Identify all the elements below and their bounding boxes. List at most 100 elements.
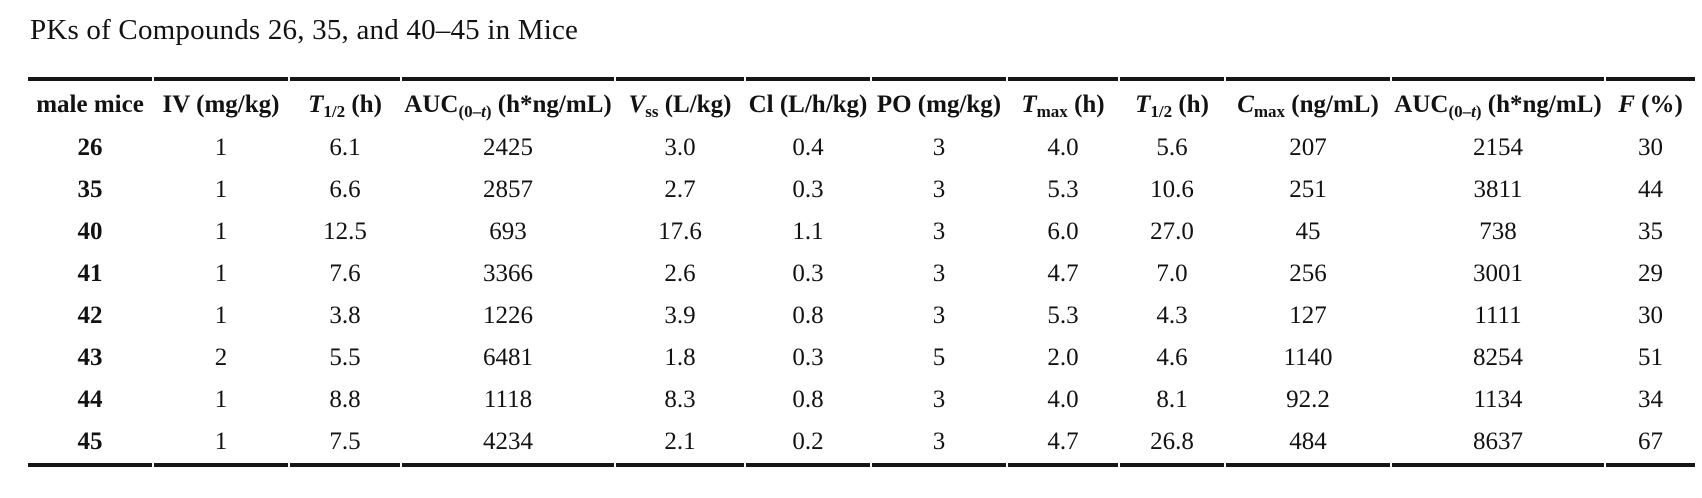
value-cell: 3	[932, 134, 946, 161]
header-text-segment: (h*ng/mL)	[491, 91, 612, 118]
header-text-segment: ss	[645, 101, 659, 121]
value-cell: 127	[1289, 302, 1327, 329]
value-cell: 0.4	[792, 134, 824, 161]
column-header-iv-dose: IV (mg/kg)	[154, 77, 288, 127]
header-text-segment: (h)	[1172, 91, 1209, 118]
value-cell: 693	[489, 218, 527, 245]
value-cell: 8.8	[329, 386, 361, 413]
table-row-45: 45 1 7.5 4234 2.1 0.2 3 4.7 26.8 484 8637 67	[28, 421, 1695, 467]
column-header-auc-po: AUC(0–t) (h*ng/mL)	[1392, 77, 1604, 127]
value-cell: 2	[214, 344, 228, 371]
value-cell: 29	[1638, 260, 1663, 287]
value-cell: 1118	[483, 386, 533, 413]
value-cell: 12.5	[323, 218, 367, 245]
header-text-segment: )	[1475, 101, 1482, 121]
value-cell: 6.6	[329, 176, 361, 203]
value-cell: 4.0	[1047, 134, 1079, 161]
value-cell: 5	[932, 344, 946, 371]
header-text-segment: (L/kg)	[658, 91, 732, 118]
value-cell: 8.3	[664, 386, 696, 413]
value-cell: 27.0	[1150, 218, 1194, 245]
header-text-segment: IV (mg/kg)	[162, 91, 280, 118]
value-cell: 44	[1638, 176, 1663, 203]
header-text-segment: C	[1237, 91, 1254, 118]
value-cell: 4.0	[1047, 386, 1079, 413]
header-text-segment: (ng/mL)	[1285, 91, 1379, 118]
value-cell: 1	[154, 421, 288, 467]
table-row-43: 43 2 5.5 6481 1.8 0.3 5 2.0 4.6 1140 8254 51	[28, 337, 1695, 379]
value-cell: 3.9	[664, 302, 696, 329]
header-text-segment: t	[481, 101, 486, 121]
value-cell: 51	[1638, 344, 1663, 371]
column-header-tmax: Tmax (h)	[1008, 77, 1118, 127]
value-cell: 30	[1638, 134, 1663, 161]
value-cell: 3811	[1473, 176, 1523, 203]
value-cell: 6481	[483, 344, 533, 371]
value-cell: 6.0	[1047, 218, 1079, 245]
column-header-t-half-po: T1/2 (h)	[1120, 77, 1224, 127]
value-cell: 1.1	[792, 218, 824, 245]
header-text-segment: 1/2	[323, 101, 346, 121]
compound-id: 41	[77, 260, 103, 287]
header-text-segment: F	[1618, 91, 1635, 118]
table-row-35: 35 1 6.6 2857 2.7 0.3 3 5.3 10.6 251 3811 44	[28, 169, 1695, 211]
value-cell: 1140	[1283, 344, 1333, 371]
value-cell: 4234	[402, 421, 614, 467]
column-header-male-mice: male mice	[28, 77, 152, 127]
value-cell: 3	[932, 260, 946, 287]
value-cell: 3	[932, 386, 946, 413]
header-text-segment: PO (mg/kg)	[876, 91, 1002, 118]
value-cell: 30	[1638, 302, 1663, 329]
value-cell: 1	[214, 218, 228, 245]
value-cell: 0.2	[746, 421, 870, 467]
compound-id: 35	[77, 176, 103, 203]
value-cell: 1226	[483, 302, 533, 329]
value-cell: 7.5	[290, 421, 400, 467]
column-header-f-percent: F (%)	[1606, 77, 1695, 127]
column-header-t-half-iv: T1/2 (h)	[290, 77, 400, 127]
value-cell: 7.6	[329, 260, 361, 287]
value-cell: 4.7	[1008, 421, 1118, 467]
header-text-segment: T	[308, 91, 324, 118]
value-cell: 1.8	[664, 344, 696, 371]
value-cell: 1	[214, 302, 228, 329]
compound-id: 26	[77, 134, 103, 161]
header-text-segment: T	[1135, 91, 1151, 118]
value-cell: 0.3	[792, 176, 824, 203]
header-text-segment: Cl (L/h/kg)	[748, 91, 868, 118]
table-row-40: 40 1 12.5 693 17.6 1.1 3 6.0 27.0 45 738 35	[28, 211, 1695, 253]
compound-id: 40	[77, 218, 103, 245]
value-cell: 10.6	[1150, 176, 1194, 203]
value-cell: 8254	[1473, 344, 1523, 371]
value-cell: 17.6	[658, 218, 702, 245]
compound-id: 42	[77, 302, 103, 329]
header-text-segment: (%)	[1634, 91, 1683, 118]
value-cell: 0.8	[792, 386, 824, 413]
value-cell: 45	[1295, 218, 1321, 245]
value-cell: 1134	[1473, 386, 1523, 413]
table-row-44: 44 1 8.8 1118 8.3 0.8 3 4.0 8.1 92.2 1134 34	[28, 379, 1695, 421]
value-cell: 1	[214, 134, 228, 161]
value-cell: 3.0	[664, 134, 696, 161]
value-cell: 5.3	[1047, 176, 1079, 203]
page: { "page": { "title": "PKs of Compounds 2…	[0, 14, 1702, 498]
column-header-cmax: Cmax (ng/mL)	[1226, 77, 1390, 127]
value-cell: 5.6	[1156, 134, 1188, 161]
compound-id: 45	[28, 421, 152, 467]
header-text-segment: )	[485, 101, 492, 121]
value-cell: 2.0	[1047, 344, 1079, 371]
value-cell: 1111	[1474, 302, 1522, 329]
header-text-segment: V	[628, 91, 646, 118]
table-row-42: 42 1 3.8 1226 3.9 0.8 3 5.3 4.3 127 1111 30	[28, 295, 1695, 337]
value-cell: 2.6	[664, 260, 696, 287]
pk-table: male mice IV (mg/kg) T1/2 (h) AUC(0–t) (h*n…	[26, 77, 1697, 467]
value-cell: 3366	[483, 260, 533, 287]
value-cell: 3	[932, 218, 946, 245]
value-cell: 2425	[483, 134, 533, 161]
value-cell: 4.3	[1156, 302, 1188, 329]
header-text-segment: T	[1021, 91, 1037, 118]
value-cell: 0.3	[792, 344, 824, 371]
value-cell: 3	[872, 421, 1006, 467]
table-body: 26 1 6.1 2425 3.0 0.4 3 4.0 5.6 207 2154 30 35 1 6.6 28…	[28, 127, 1695, 467]
value-cell: 92.2	[1286, 386, 1330, 413]
